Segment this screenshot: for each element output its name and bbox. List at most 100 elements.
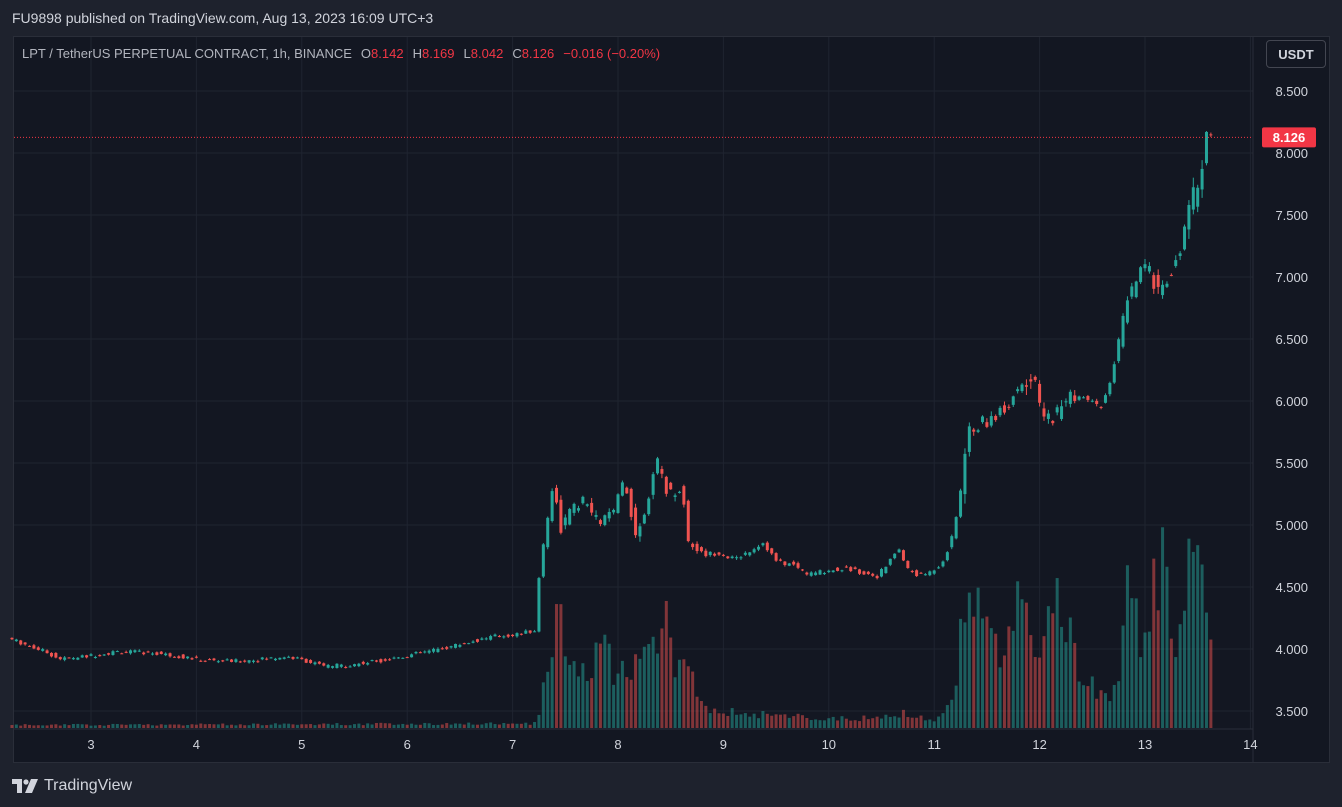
candle-body: [1024, 385, 1028, 387]
candle-body: [374, 660, 378, 662]
y-tick-label: 4.000: [1275, 642, 1308, 657]
y-tick-label: 7.500: [1275, 208, 1308, 223]
volume-bar: [1064, 642, 1068, 728]
candle-body: [901, 550, 905, 561]
volume-bar: [1020, 599, 1024, 728]
volume-bar: [541, 682, 545, 728]
candle-body: [454, 643, 458, 648]
volume-bar: [440, 724, 444, 728]
volume-bar: [937, 716, 941, 728]
candle-body: [484, 638, 488, 640]
candle-body: [585, 504, 589, 506]
close-label: C: [512, 46, 522, 61]
volume-bar: [770, 715, 774, 728]
volume-bar: [251, 723, 255, 728]
y-tick-label: 6.000: [1275, 394, 1308, 409]
volume-bar: [1029, 635, 1033, 728]
candle-body: [875, 575, 879, 579]
volume-bar: [366, 723, 370, 728]
candle-body: [1020, 384, 1024, 392]
volume-bar: [212, 724, 216, 728]
publish-info: FU9898 published on TradingView.com, Aug…: [0, 0, 1342, 36]
candle-body: [278, 657, 282, 660]
candle-body: [1064, 401, 1068, 403]
candle-body: [344, 667, 348, 669]
candle-body: [1051, 420, 1055, 424]
candle-body: [739, 557, 743, 559]
volume-bar: [107, 724, 111, 728]
candle-body: [71, 658, 75, 660]
candle-body: [827, 570, 831, 573]
candle-body: [269, 657, 273, 659]
volume-bar: [809, 720, 813, 728]
candle-body: [436, 648, 440, 653]
candle-body: [704, 550, 708, 557]
volume-bar: [537, 714, 541, 728]
volume-bar: [265, 725, 269, 728]
candle-body: [49, 652, 53, 657]
candle-body: [142, 652, 146, 655]
candle-body: [1121, 315, 1125, 347]
candle-body: [972, 429, 976, 432]
candle-body: [1086, 396, 1090, 400]
volume-bar: [959, 618, 963, 728]
candle-body: [533, 631, 537, 633]
footer-brand[interactable]: TradingView: [44, 777, 133, 794]
volume-bar: [576, 676, 580, 728]
volume-bar: [748, 716, 752, 728]
candle-body: [844, 566, 848, 568]
volume-bar: [1108, 701, 1112, 728]
volume-bar: [849, 720, 853, 728]
candle-body: [471, 641, 475, 643]
volume-bar: [989, 628, 993, 728]
candle-body: [612, 509, 616, 513]
volume-bar: [647, 644, 651, 728]
candle-body: [212, 658, 216, 661]
volume-bar: [348, 725, 352, 728]
candle-body: [418, 652, 422, 654]
candle-body: [858, 569, 862, 574]
volume-bar: [370, 724, 374, 728]
candle-body: [919, 572, 923, 574]
candle-body: [19, 640, 23, 645]
volume-bar: [155, 725, 159, 728]
volume-bar: [1099, 690, 1103, 728]
x-tick-label: 12: [1032, 737, 1046, 752]
candle-body: [923, 574, 927, 576]
candle-body: [1187, 204, 1191, 230]
volume-bar: [85, 724, 89, 728]
candle-body: [1125, 300, 1129, 323]
candle-body: [1156, 274, 1160, 287]
volume-bar: [124, 724, 128, 728]
volume-bar: [559, 604, 563, 728]
volume-bar: [1161, 527, 1165, 728]
volume-bar: [1051, 613, 1055, 728]
symbol-title[interactable]: LPT / TetherUS PERPETUAL CONTRACT, 1h, B…: [22, 46, 352, 61]
volume-bar: [225, 725, 229, 728]
volume-bar: [80, 724, 84, 728]
volume-bar: [63, 724, 67, 728]
candle-body: [432, 648, 436, 652]
volume-bar: [190, 724, 194, 728]
volume-bar: [54, 724, 58, 728]
volume-bar: [199, 723, 203, 728]
currency-button[interactable]: USDT: [1266, 40, 1326, 68]
volume-bar: [713, 708, 717, 728]
volume-bar: [410, 723, 414, 728]
candle-body: [708, 551, 712, 556]
volume-bar: [598, 643, 602, 728]
candle-body: [686, 500, 690, 542]
volume-bar: [19, 725, 23, 728]
volume-bar: [528, 724, 532, 728]
tradingview-logo-icon[interactable]: [12, 779, 38, 793]
x-tick-label: 8: [614, 737, 621, 752]
x-tick-label: 9: [720, 737, 727, 752]
candle-body: [625, 487, 629, 494]
volume-bar: [1016, 581, 1020, 728]
volume-bar: [880, 718, 883, 728]
volume-bar: [493, 724, 497, 728]
volume-bar: [98, 725, 102, 728]
volume-bar: [941, 713, 945, 728]
volume-bar: [208, 724, 212, 728]
